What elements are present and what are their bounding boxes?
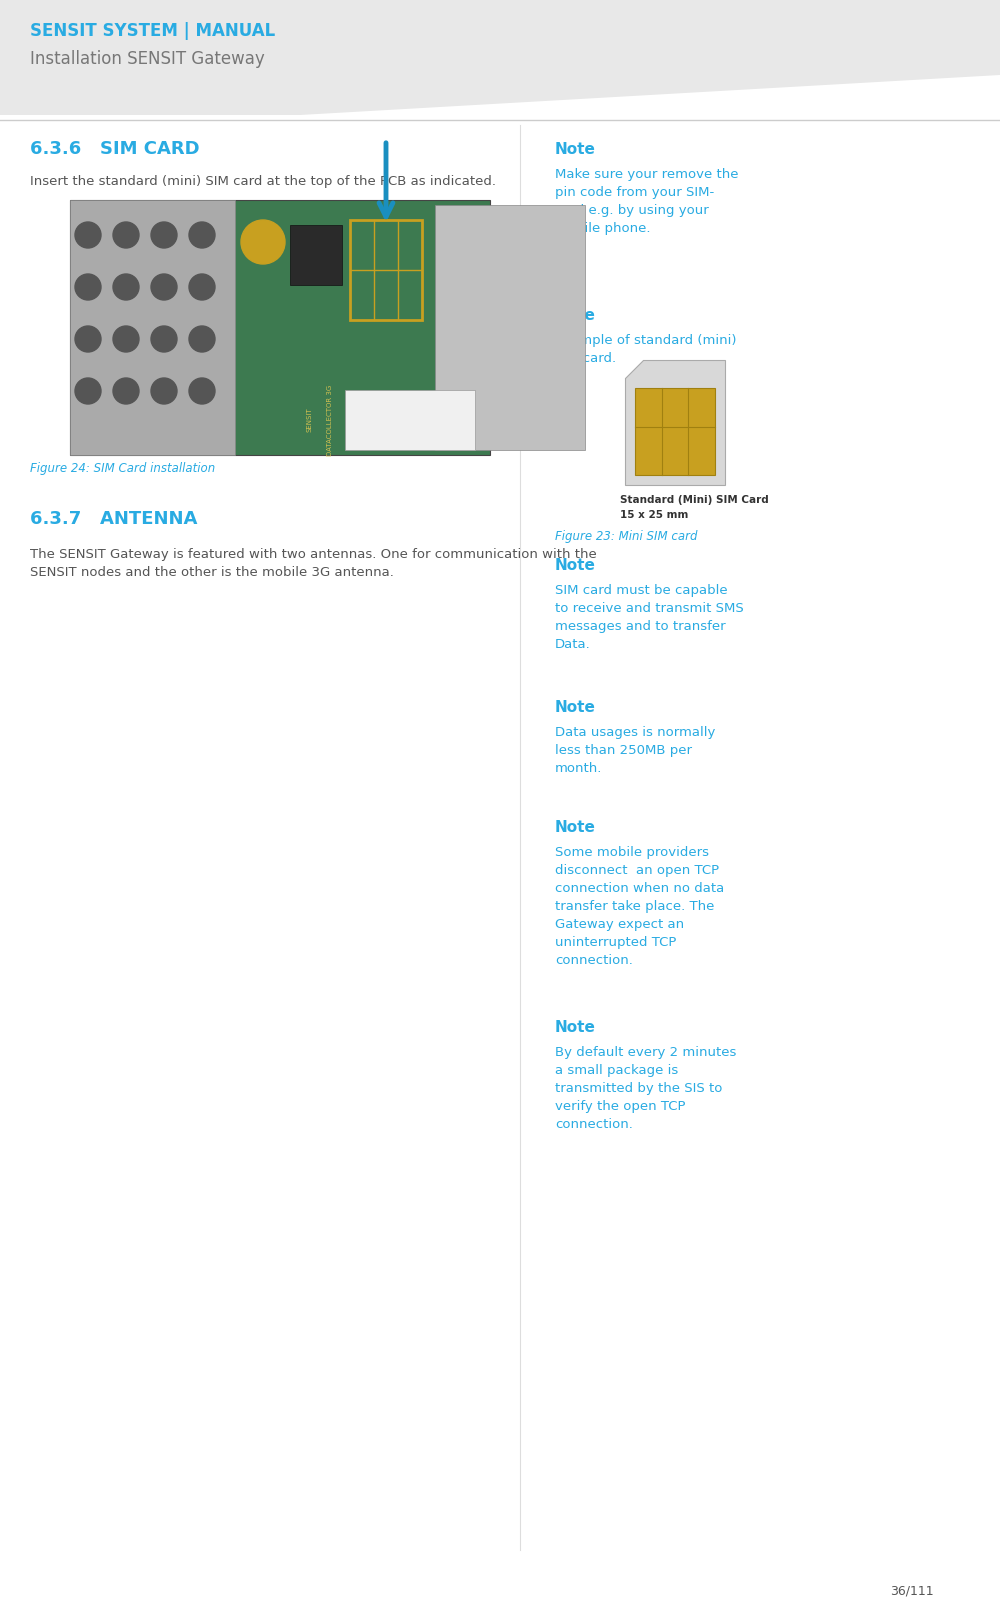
Circle shape [75, 274, 101, 299]
Polygon shape [625, 360, 725, 484]
Text: SIM card must be capable
to receive and transmit SMS
messages and to transfer
Da: SIM card must be capable to receive and … [555, 584, 744, 652]
Text: Figure 23: Mini SIM card: Figure 23: Mini SIM card [555, 529, 698, 542]
Circle shape [189, 327, 215, 352]
Text: Note: Note [555, 307, 596, 323]
Text: Data usages is normally
less than 250MB per
month.: Data usages is normally less than 250MB … [555, 726, 715, 776]
Text: Note: Note [555, 142, 596, 158]
Circle shape [151, 222, 177, 248]
FancyBboxPatch shape [435, 204, 585, 451]
Text: Note: Note [555, 1020, 596, 1035]
Circle shape [151, 327, 177, 352]
Text: Note: Note [555, 821, 596, 835]
FancyBboxPatch shape [290, 225, 342, 285]
FancyBboxPatch shape [345, 389, 475, 451]
Text: Note: Note [555, 700, 596, 714]
Circle shape [151, 274, 177, 299]
Text: Insert the standard (mini) SIM card at the top of the PCB as indicated.: Insert the standard (mini) SIM card at t… [30, 175, 496, 188]
Text: The SENSIT Gateway is featured with two antennas. One for communication with the: The SENSIT Gateway is featured with two … [30, 549, 597, 579]
Text: Installation SENSIT Gateway: Installation SENSIT Gateway [30, 50, 265, 68]
Polygon shape [0, 0, 1000, 114]
Text: 6.3.6   SIM CARD: 6.3.6 SIM CARD [30, 140, 200, 158]
Text: Figure 24: SIM Card installation: Figure 24: SIM Card installation [30, 462, 215, 475]
Circle shape [113, 327, 139, 352]
FancyBboxPatch shape [70, 200, 490, 455]
Circle shape [75, 222, 101, 248]
Circle shape [113, 222, 139, 248]
Text: Note: Note [555, 558, 596, 573]
Circle shape [75, 327, 101, 352]
Text: DATACOLLECTOR 3G: DATACOLLECTOR 3G [327, 385, 333, 455]
Text: Standard (Mini) SIM Card: Standard (Mini) SIM Card [620, 496, 769, 505]
Circle shape [189, 222, 215, 248]
Text: Example of standard (mini)
SIM card.: Example of standard (mini) SIM card. [555, 335, 736, 365]
Circle shape [189, 378, 215, 404]
Circle shape [151, 378, 177, 404]
Text: CINTERION: CINTERION [440, 217, 491, 227]
Circle shape [113, 378, 139, 404]
Text: 36/111: 36/111 [890, 1585, 934, 1598]
Circle shape [241, 220, 285, 264]
Text: 15 x 25 mm: 15 x 25 mm [620, 510, 688, 520]
Text: SENSIT SYSTEM | MANUAL: SENSIT SYSTEM | MANUAL [30, 23, 275, 40]
Circle shape [113, 274, 139, 299]
FancyBboxPatch shape [70, 200, 235, 455]
Circle shape [189, 274, 215, 299]
Text: Make sure your remove the
pin code from your SIM-
card e.g. by using your
mobile: Make sure your remove the pin code from … [555, 167, 738, 235]
Text: Some mobile providers
disconnect  an open TCP
connection when no data
transfer t: Some mobile providers disconnect an open… [555, 846, 724, 967]
Text: SENSIT: SENSIT [307, 407, 313, 433]
FancyBboxPatch shape [635, 388, 715, 475]
Circle shape [75, 378, 101, 404]
Text: 6.3.7   ANTENNA: 6.3.7 ANTENNA [30, 510, 197, 528]
Text: By default every 2 minutes
a small package is
transmitted by the SIS to
verify t: By default every 2 minutes a small packa… [555, 1046, 736, 1131]
